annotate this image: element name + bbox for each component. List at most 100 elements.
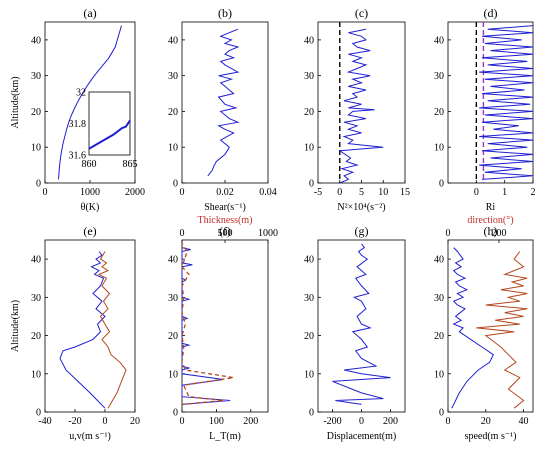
y-tick-label: 0 bbox=[309, 408, 314, 419]
panel-label: (c) bbox=[355, 6, 368, 20]
y-tick-label: 40 bbox=[168, 35, 178, 46]
series-line-f-Thickness bbox=[181, 243, 234, 406]
axes-frame-c bbox=[317, 21, 406, 184]
x-tick-label: 1 bbox=[502, 187, 507, 198]
x-tick-label: 0 bbox=[103, 416, 108, 427]
top-tick-label: 1000 bbox=[258, 228, 278, 239]
panel-label: (e) bbox=[83, 224, 96, 238]
x-axis-label: Displacement(m) bbox=[327, 431, 396, 442]
y-tick-label: 30 bbox=[304, 71, 314, 82]
x-tick-label: 20 bbox=[130, 416, 140, 427]
y-tick-label: 40 bbox=[434, 255, 444, 266]
y-tick-label: 30 bbox=[434, 293, 444, 304]
y-tick-label: 30 bbox=[434, 71, 444, 82]
y-tick-label: 0 bbox=[173, 408, 178, 419]
x-tick-label: 2 bbox=[531, 187, 536, 198]
x-tick-label: 40 bbox=[519, 416, 529, 427]
series-line-h-direction bbox=[476, 251, 528, 409]
x-axis-label: θ(K) bbox=[81, 202, 100, 213]
y-tick-label: 20 bbox=[304, 107, 314, 118]
panel-label: (g) bbox=[355, 224, 369, 238]
y-tick-label: 10 bbox=[168, 369, 178, 380]
y-tick-label: 10 bbox=[304, 369, 314, 380]
x-tick-label: 10 bbox=[378, 187, 388, 198]
x-tick-label: 20 bbox=[481, 416, 491, 427]
secondary-x-axis-label: direction(°) bbox=[467, 215, 513, 226]
y-tick-label: 20 bbox=[31, 107, 41, 118]
x-tick-label: 1000 bbox=[80, 187, 100, 198]
x-tick-label: -200 bbox=[323, 416, 341, 427]
y-tick-label: 10 bbox=[31, 143, 41, 154]
y-tick-label: 20 bbox=[434, 331, 444, 342]
axes-frame-f bbox=[181, 239, 269, 413]
x-axis-label: Ri bbox=[486, 202, 496, 213]
x-axis-label: speed(m s⁻¹) bbox=[465, 431, 517, 442]
inset-series-line bbox=[88, 119, 131, 150]
top-tick-label: 0 bbox=[446, 228, 451, 239]
top-tick-label: 0 bbox=[180, 228, 185, 239]
y-tick-label: 40 bbox=[31, 255, 41, 266]
panel-label: (b) bbox=[218, 6, 232, 20]
x-tick-label: 0.04 bbox=[259, 187, 277, 198]
inset-x-tick-label: 860 bbox=[82, 159, 97, 170]
x-axis-label: Shear(s⁻¹) bbox=[204, 202, 246, 213]
series-line-h-speed bbox=[451, 247, 494, 409]
y-tick-label: 20 bbox=[168, 107, 178, 118]
inset-x-tick-label: 865 bbox=[123, 159, 138, 170]
axes-frame-d bbox=[447, 21, 534, 184]
y-tick-label: 40 bbox=[304, 255, 314, 266]
axes-frame-b bbox=[181, 21, 269, 184]
series-line-a-0 bbox=[58, 25, 122, 180]
panel-label: (f) bbox=[219, 224, 231, 238]
x-tick-label: 0 bbox=[337, 187, 342, 198]
x-tick-label: 0 bbox=[43, 187, 48, 198]
x-tick-label: 0 bbox=[474, 187, 479, 198]
x-axis-label: u,v(m s⁻¹) bbox=[69, 431, 111, 442]
panel-label: (d) bbox=[484, 6, 498, 20]
y-tick-label: 0 bbox=[36, 408, 41, 419]
y-tick-label: 20 bbox=[31, 331, 41, 342]
series-line-g-0 bbox=[332, 243, 391, 405]
y-tick-label: 0 bbox=[309, 179, 314, 190]
x-tick-label: -40 bbox=[38, 416, 51, 427]
y-tick-label: 10 bbox=[168, 143, 178, 154]
y-tick-label: 40 bbox=[31, 35, 41, 46]
x-tick-label: -20 bbox=[68, 416, 81, 427]
y-tick-label: 30 bbox=[304, 293, 314, 304]
y-tick-label: 40 bbox=[434, 35, 444, 46]
y-tick-label: 0 bbox=[173, 179, 178, 190]
series-line-b-0 bbox=[207, 28, 240, 177]
x-tick-label: 200 bbox=[243, 416, 258, 427]
inset-y-tick-label: 31.8 bbox=[69, 119, 87, 130]
panel-label: (a) bbox=[83, 6, 96, 20]
x-axis-label: L_T(m) bbox=[209, 431, 241, 442]
y-axis-label: Altitude(km) bbox=[10, 300, 21, 352]
y-tick-label: 20 bbox=[434, 107, 444, 118]
y-tick-label: 30 bbox=[168, 71, 178, 82]
x-tick-label: 0.02 bbox=[216, 187, 234, 198]
top-tick-label: 200 bbox=[492, 228, 507, 239]
inset-y-tick-label: 32 bbox=[76, 88, 86, 99]
x-axis-label: N²×10⁴(s⁻²) bbox=[337, 202, 385, 213]
y-axis-label: Altitude(km) bbox=[10, 76, 21, 128]
y-tick-label: 10 bbox=[434, 143, 444, 154]
x-tick-label: 5 bbox=[359, 187, 364, 198]
axes-frame-e bbox=[44, 239, 136, 413]
y-tick-label: 10 bbox=[31, 369, 41, 380]
y-tick-label: 10 bbox=[304, 143, 314, 154]
axes-frame-g bbox=[317, 239, 406, 413]
x-tick-label: 15 bbox=[400, 187, 410, 198]
y-tick-label: 30 bbox=[168, 293, 178, 304]
x-tick-label: 0 bbox=[180, 416, 185, 427]
y-tick-label: 10 bbox=[434, 369, 444, 380]
y-tick-label: 20 bbox=[168, 331, 178, 342]
x-tick-label: 0 bbox=[446, 416, 451, 427]
series-line-e-u bbox=[59, 251, 106, 409]
x-tick-label: -5 bbox=[314, 187, 322, 198]
series-line-c-0 bbox=[338, 28, 384, 184]
y-tick-label: 0 bbox=[439, 179, 444, 190]
y-tick-label: 40 bbox=[304, 35, 314, 46]
y-tick-label: 30 bbox=[31, 293, 41, 304]
series-line-e-v bbox=[97, 251, 127, 409]
